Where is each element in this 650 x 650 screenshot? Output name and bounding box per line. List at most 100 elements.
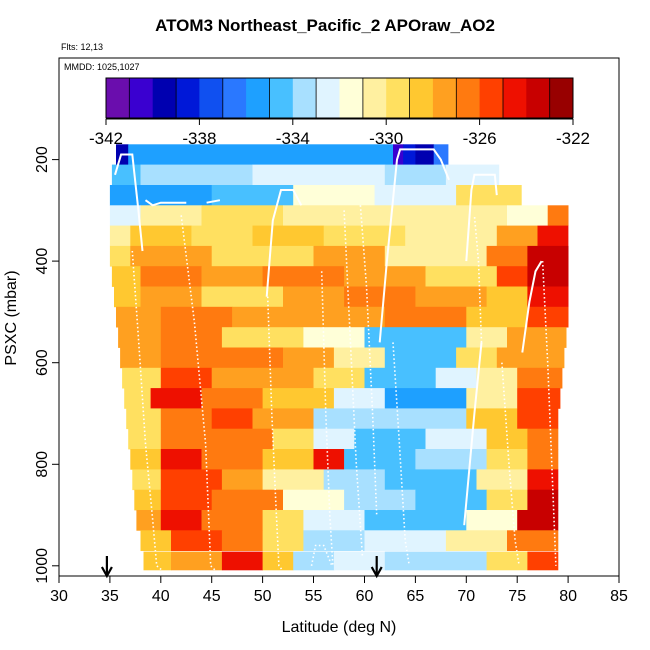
heatmap-cell [507, 327, 567, 348]
heatmap-cell [221, 469, 263, 491]
heatmap-cell [128, 144, 394, 165]
heatmap-cell [283, 205, 386, 226]
heatmap-cell [160, 408, 213, 430]
heatmap-cell [415, 144, 435, 165]
colorbar-swatch [316, 78, 340, 118]
heatmap-cell [323, 469, 386, 491]
heatmap-cell [486, 245, 528, 267]
heatmap-cell [211, 428, 274, 450]
heatmap-cell [333, 347, 386, 369]
y-tick-label: 800 [34, 451, 51, 478]
heatmap-cell [466, 327, 508, 348]
flights-label: Flts: 12,13 [61, 42, 104, 52]
colorbar-swatch [129, 78, 153, 118]
heatmap-cell [476, 469, 528, 491]
flight-track-solid [144, 199, 187, 207]
heatmap-cell [109, 225, 131, 247]
heatmap-cell [109, 205, 141, 226]
heatmap-cell [384, 388, 467, 409]
heatmap-cell [303, 510, 365, 531]
mmdd-label: MMDD: 1025,1027 [64, 62, 140, 72]
colorbar-tick-label: -342 [89, 129, 123, 148]
flight-track-dotted [473, 215, 483, 343]
heatmap-cell [384, 408, 467, 430]
heatmap-cell [221, 327, 304, 348]
colorbar-swatch [339, 78, 364, 118]
heatmap-cell [283, 489, 345, 511]
heatmap-cell [160, 306, 233, 328]
heatmap-cell [415, 489, 488, 511]
x-tick-label: 40 [152, 588, 170, 605]
heatmap-cell [486, 489, 528, 511]
heatmap-cell [283, 286, 345, 308]
x-tick-label: 65 [407, 588, 425, 605]
y-axis-label: PSXC (mbar) [3, 270, 20, 365]
x-tick-label: 85 [610, 588, 628, 605]
colorbar-tick-label: -330 [369, 129, 403, 148]
flight-track-solid [265, 189, 303, 297]
colorbar-tick-label: -322 [556, 129, 590, 148]
flight-track-dotted [541, 261, 557, 566]
heatmap-cell [507, 530, 559, 551]
heatmap-cell [333, 388, 386, 409]
heatmap-cell [527, 551, 559, 571]
colorbar-swatch [456, 78, 480, 118]
heatmap-cell [466, 408, 518, 430]
flight-track-dotted [266, 296, 284, 572]
colorbar-swatch [409, 78, 434, 118]
heatmap-cell [517, 510, 559, 531]
colorbar-swatch [549, 78, 574, 118]
heatmap-cell [313, 449, 345, 470]
heatmap-cell [303, 327, 365, 348]
colorbar-swatch [526, 78, 550, 118]
flight-track-dotted [320, 271, 334, 566]
heatmap-cell [160, 469, 223, 491]
heatmap-cell [405, 225, 498, 247]
heatmap-cell [252, 225, 325, 247]
heatmap-cell [486, 551, 528, 571]
plot-frame [58, 57, 620, 577]
colorbar-swatch [246, 78, 270, 118]
x-tick-label: 80 [559, 588, 577, 605]
heatmap-cell [364, 367, 437, 389]
heatmap-cell [262, 367, 314, 389]
flight-track-solid [206, 199, 221, 204]
heatmap-cell [323, 225, 406, 247]
axes: 30 35 40 45 50 55 60 65 70 75 80 85 200 400 600 800 1000 [34, 146, 628, 605]
heatmap-cell [160, 449, 202, 470]
heatmap-cell [262, 469, 325, 491]
heatmap-cell [140, 205, 202, 226]
heatmap-cell [272, 428, 314, 450]
heatmap-cell [160, 489, 213, 511]
heatmap-cell [517, 408, 559, 430]
colorbar-tick-label: -338 [182, 129, 216, 148]
heatmap-cell [403, 144, 416, 165]
heatmap-cell [496, 225, 538, 247]
heatmap-cell [134, 489, 162, 511]
colorbar-swatch [106, 78, 130, 118]
heatmap-cell [160, 428, 213, 450]
heatmap-cell [114, 286, 141, 308]
colorbar-swatch [432, 78, 457, 118]
heatmap-cell [425, 428, 487, 450]
heatmap-cell [456, 347, 498, 369]
heatmap-cell [211, 489, 284, 511]
heatmap-cell [527, 449, 559, 470]
heatmap-cell [160, 510, 202, 531]
heatmap-cell [527, 306, 569, 328]
x-tick-label: 35 [101, 588, 119, 605]
heatmap-cell [262, 449, 314, 470]
x-tick-label: 70 [457, 588, 475, 605]
colorbar-swatch [479, 78, 504, 118]
colorbar-swatch [176, 78, 200, 118]
heatmap-cell [476, 367, 518, 389]
heatmap-cell [384, 205, 508, 226]
heatmap-cell [232, 306, 325, 328]
flight-track-dotted [359, 205, 378, 516]
heatmap-cell [221, 551, 263, 571]
x-tick-label: 60 [356, 588, 374, 605]
y-tick-label: 200 [34, 146, 51, 173]
heatmap-cell [140, 266, 202, 287]
heatmap-cell [201, 205, 284, 226]
